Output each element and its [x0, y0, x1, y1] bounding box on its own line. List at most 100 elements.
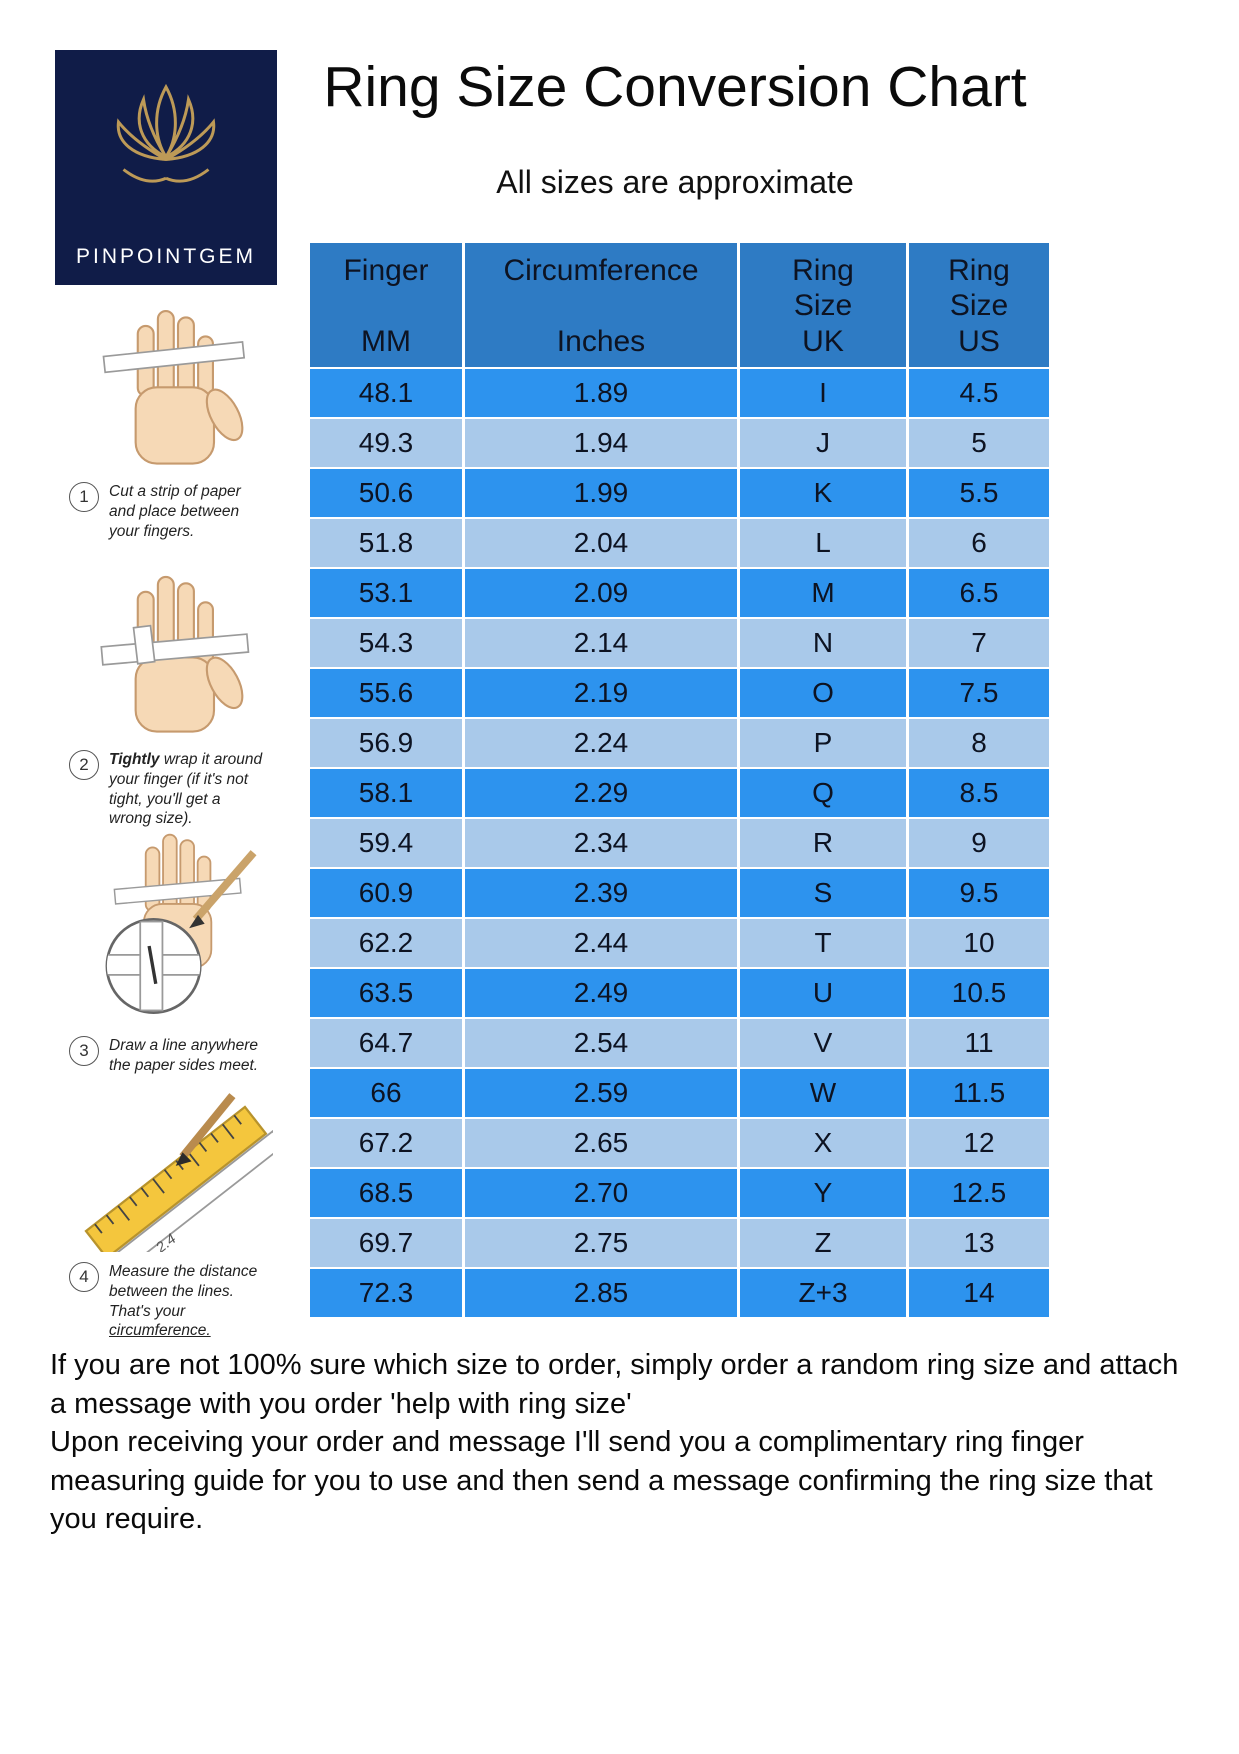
hand-zoom-pencil-icon	[105, 833, 256, 1014]
table-cell-mm: 69.7	[310, 1219, 462, 1267]
conversion-table: Finger MM Circumference Inches Ring Size…	[310, 243, 1049, 1317]
column-header-top: Circumference	[503, 254, 699, 287]
step-caption: 1 Cut a strip of paper and place between…	[55, 482, 300, 541]
step-text-bold: Tightly	[109, 751, 160, 768]
table-cell-uk: T	[740, 919, 906, 967]
table-cell-us: 11	[909, 1019, 1049, 1067]
step-text: Tightly wrap it around your finger (if i…	[109, 750, 267, 829]
table-cell-inches: 2.49	[465, 969, 737, 1017]
column-header-top: Ring Size	[948, 254, 1010, 323]
step-text: Cut a strip of paper and place between y…	[109, 483, 241, 540]
column-header-finger-mm: Finger MM	[310, 243, 462, 367]
table-cell-mm: 55.6	[310, 669, 462, 717]
table-cell-uk: Z+3	[740, 1269, 906, 1317]
table-cell-uk: V	[740, 1019, 906, 1067]
table-cell-mm: 58.1	[310, 769, 462, 817]
table-cell-mm: 68.5	[310, 1169, 462, 1217]
table-cell-uk: W	[740, 1069, 906, 1117]
table-cell-uk: X	[740, 1119, 906, 1167]
step-text-rest: wrap it around your finger (if it's not …	[109, 751, 263, 828]
table-cell-us: 11.5	[909, 1069, 1049, 1117]
column-header-bottom: UK	[802, 325, 844, 358]
table-cell-us: 5.5	[909, 469, 1049, 517]
table-cell-us: 7	[909, 619, 1049, 667]
table-cell-mm: 62.2	[310, 919, 462, 967]
step-caption: 3 Draw a line anywhere the paper sides m…	[55, 1036, 300, 1076]
table-cell-mm: 72.3	[310, 1269, 462, 1317]
step-text: Draw a line anywhere the paper sides mee…	[109, 1037, 259, 1074]
brand-name: PINPOINTGEM	[75, 245, 256, 268]
step-number-badge: 2	[69, 750, 99, 780]
table-cell-mm: 56.9	[310, 719, 462, 767]
measuring-step-2: 2 Tightly wrap it around your finger (if…	[55, 560, 300, 829]
page-subtitle: All sizes are approximate	[496, 163, 854, 200]
measuring-step-4: 2.4 4 Measure the distance between the l…	[55, 1082, 300, 1341]
table-cell-inches: 2.75	[465, 1219, 737, 1267]
column-header-bottom: Inches	[556, 325, 646, 358]
table-cell-mm: 63.5	[310, 969, 462, 1017]
table-cell-mm: 51.8	[310, 519, 462, 567]
table-cell-inches: 2.29	[465, 769, 737, 817]
ruler-pencil-icon: 2.4	[83, 1093, 273, 1252]
table-cell-mm: 53.1	[310, 569, 462, 617]
step-caption: 4 Measure the distance between the lines…	[55, 1262, 300, 1341]
table-cell-uk: N	[740, 619, 906, 667]
table-cell-inches: 2.34	[465, 819, 737, 867]
table-cell-us: 13	[909, 1219, 1049, 1267]
column-header-top: Ring Size	[792, 254, 854, 323]
footer-paragraph-2: Upon receiving your order and message I'…	[50, 1426, 1153, 1536]
lotus-icon	[116, 83, 216, 183]
table-cell-uk: K	[740, 469, 906, 517]
title-area: Ring Size Conversion Chart All sizes are…	[285, 55, 1065, 201]
hand-with-paper-strip-icon	[102, 310, 245, 465]
table-cell-inches: 1.94	[465, 419, 737, 467]
table-cell-uk: R	[740, 819, 906, 867]
column-header-ring-size-uk: Ring Size UK	[740, 243, 906, 367]
table-cell-inches: 2.70	[465, 1169, 737, 1217]
table-cell-us: 8	[909, 719, 1049, 767]
step-text: Measure the distance between the lines. …	[109, 1262, 267, 1341]
table-cell-mm: 54.3	[310, 619, 462, 667]
table-cell-us: 14	[909, 1269, 1049, 1317]
table-cell-inches: 2.65	[465, 1119, 737, 1167]
table-cell-uk: J	[740, 419, 906, 467]
table-cell-inches: 2.24	[465, 719, 737, 767]
table-cell-mm: 64.7	[310, 1019, 462, 1067]
column-header-bottom: MM	[361, 325, 411, 358]
column-header-bottom: US	[958, 325, 1000, 358]
table-cell-inches: 2.85	[465, 1269, 737, 1317]
footer-note: If you are not 100% sure which size to o…	[50, 1346, 1200, 1539]
table-cell-us: 9	[909, 819, 1049, 867]
table-cell-inches: 2.19	[465, 669, 737, 717]
table-cell-us: 10.5	[909, 969, 1049, 1017]
table-cell-uk: M	[740, 569, 906, 617]
table-cell-inches: 2.04	[465, 519, 737, 567]
page-title: Ring Size Conversion Chart	[323, 55, 1027, 119]
table-cell-inches: 1.99	[465, 469, 737, 517]
table-cell-mm: 49.3	[310, 419, 462, 467]
footer-paragraph-1: If you are not 100% sure which size to o…	[50, 1349, 1179, 1420]
column-header-top: Finger	[343, 254, 429, 287]
table-cell-us: 8.5	[909, 769, 1049, 817]
column-header-circumference-inches: Circumference Inches	[465, 243, 737, 367]
table-cell-uk: P	[740, 719, 906, 767]
table-cell-inches: 2.14	[465, 619, 737, 667]
table-cell-inches: 2.09	[465, 569, 737, 617]
table-cell-inches: 1.89	[465, 369, 737, 417]
measuring-step-1: 1 Cut a strip of paper and place between…	[55, 292, 300, 541]
step-number-badge: 3	[69, 1036, 99, 1066]
measuring-step-3: 3 Draw a line anywhere the paper sides m…	[55, 826, 300, 1076]
table-cell-mm: 59.4	[310, 819, 462, 867]
table-cell-us: 5	[909, 419, 1049, 467]
step-number-badge: 1	[69, 482, 99, 512]
table-cell-us: 4.5	[909, 369, 1049, 417]
table-cell-mm: 60.9	[310, 869, 462, 917]
step-text-underline: circumference.	[109, 1322, 211, 1340]
table-cell-uk: L	[740, 519, 906, 567]
table-cell-us: 6.5	[909, 569, 1049, 617]
table-cell-mm: 50.6	[310, 469, 462, 517]
table-cell-us: 9.5	[909, 869, 1049, 917]
hand-wrapped-strip-icon	[99, 575, 249, 733]
table-cell-mm: 67.2	[310, 1119, 462, 1167]
step-caption: 2 Tightly wrap it around your finger (if…	[55, 750, 300, 829]
